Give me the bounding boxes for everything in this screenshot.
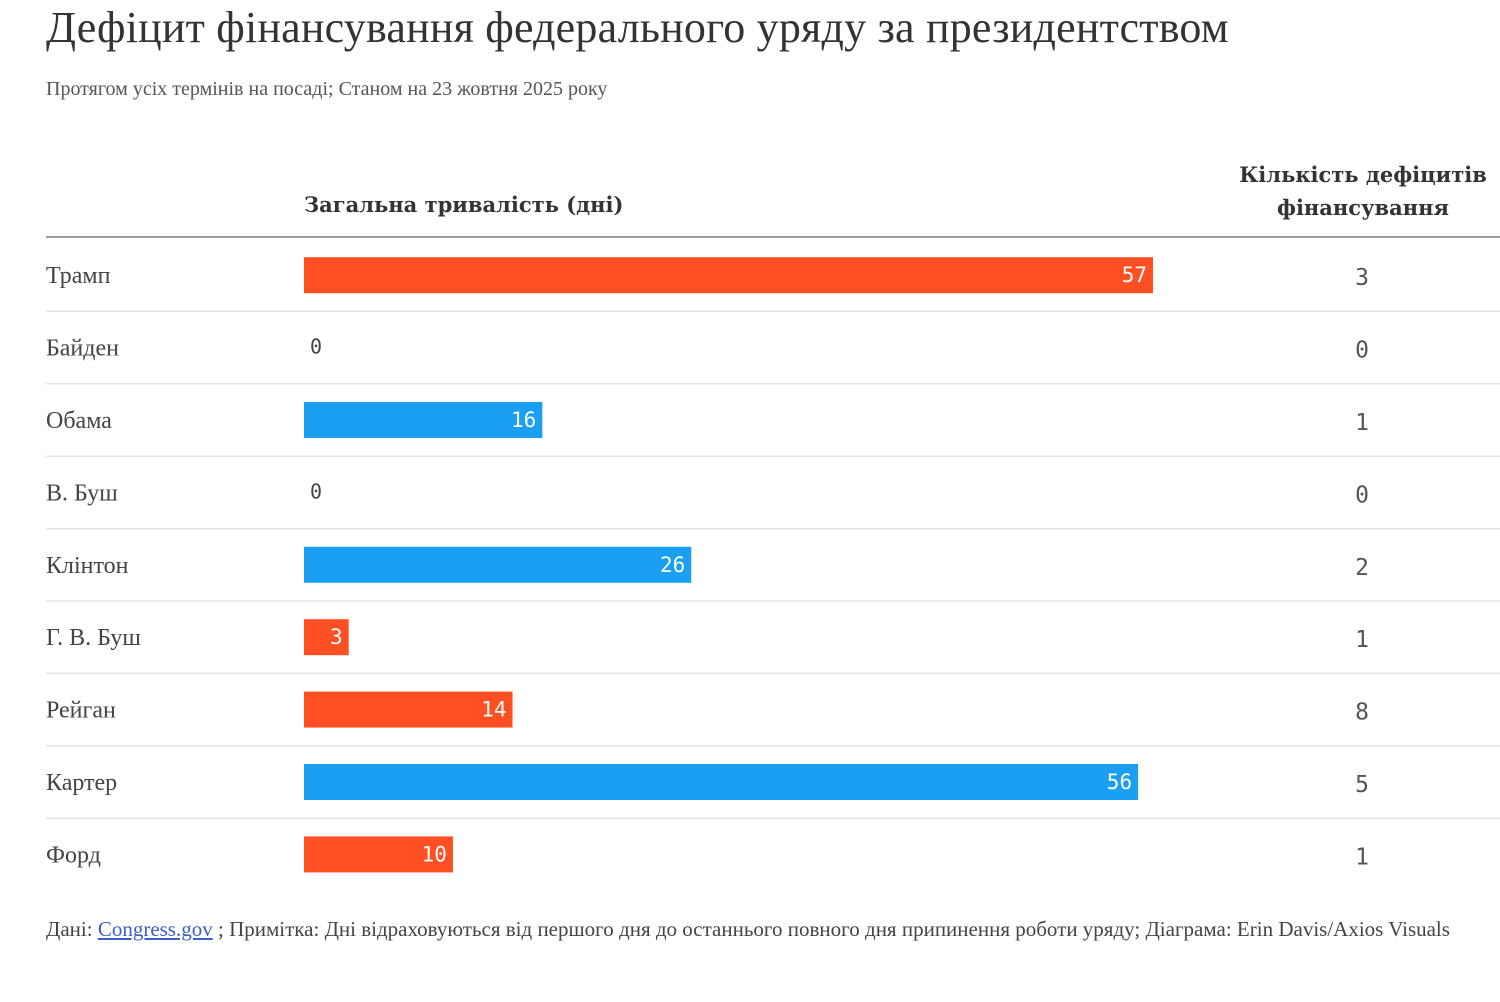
- source-link[interactable]: Congress.gov: [97, 917, 213, 941]
- count-value: 3: [1355, 265, 1369, 291]
- header-divider: [46, 236, 1500, 238]
- row-label: В. Буш: [46, 480, 118, 506]
- bar-value-label: 0: [310, 479, 322, 503]
- count-value: 5: [1355, 772, 1369, 798]
- row-label: Байден: [46, 336, 119, 362]
- row-label: Г. В. Буш: [46, 625, 141, 651]
- footnote-source-prefix: Дані:: [46, 917, 98, 941]
- row-label: Картер: [46, 770, 117, 796]
- column-header-count-line2: фінансування: [1277, 195, 1449, 220]
- count-value: 0: [1355, 338, 1369, 364]
- bar: [304, 546, 692, 583]
- bar: [304, 257, 1153, 294]
- row-label: Рейган: [46, 698, 116, 724]
- bar-value-label: 26: [660, 553, 685, 577]
- shutdown-bar-chart: Трамп 57 3 Байден 0 0 Обама 16 1 В. Буш 0 0 Клінтон 2…: [46, 257, 1500, 873]
- row-label: Форд: [46, 842, 101, 868]
- count-value: 1: [1355, 627, 1369, 653]
- chart-title: Дефіцит фінансування федерального уряду …: [46, 3, 1229, 52]
- bar-value-label: 56: [1107, 770, 1132, 794]
- bar: [304, 836, 453, 873]
- row-label: Трамп: [46, 263, 111, 289]
- bar-value-label: 10: [422, 842, 447, 866]
- count-value: 1: [1355, 410, 1369, 436]
- footnote: Дані: Congress.gov ; Примітка: Дні відра…: [46, 906, 1496, 952]
- count-value: 0: [1355, 482, 1369, 508]
- column-header-count-line1: Кількість дефіцитів: [1239, 162, 1487, 187]
- bar: [304, 619, 349, 656]
- chart-subtitle: Протягом усіх термінів на посаді; Станом…: [46, 78, 608, 100]
- bar-value-label: 3: [330, 625, 343, 649]
- column-header-duration: Загальна тривалість (дні): [304, 192, 624, 217]
- row-label: Клінтон: [46, 553, 129, 579]
- bar: [304, 402, 543, 438]
- count-value: 8: [1355, 700, 1369, 726]
- row-label: Обама: [46, 408, 112, 434]
- bar-value-label: 0: [310, 335, 322, 359]
- count-value: 1: [1355, 844, 1369, 870]
- bar-value-label: 57: [1122, 263, 1147, 287]
- count-value: 2: [1355, 555, 1369, 581]
- bar: [304, 691, 513, 728]
- bar: [304, 764, 1139, 800]
- bar-value-label: 14: [481, 698, 506, 722]
- column-header-count: Кількість дефіцитів фінансування: [1232, 158, 1494, 224]
- footnote-text: ; Примітка: Дні відраховуються від першо…: [212, 917, 1450, 941]
- bar-value-label: 16: [511, 408, 536, 432]
